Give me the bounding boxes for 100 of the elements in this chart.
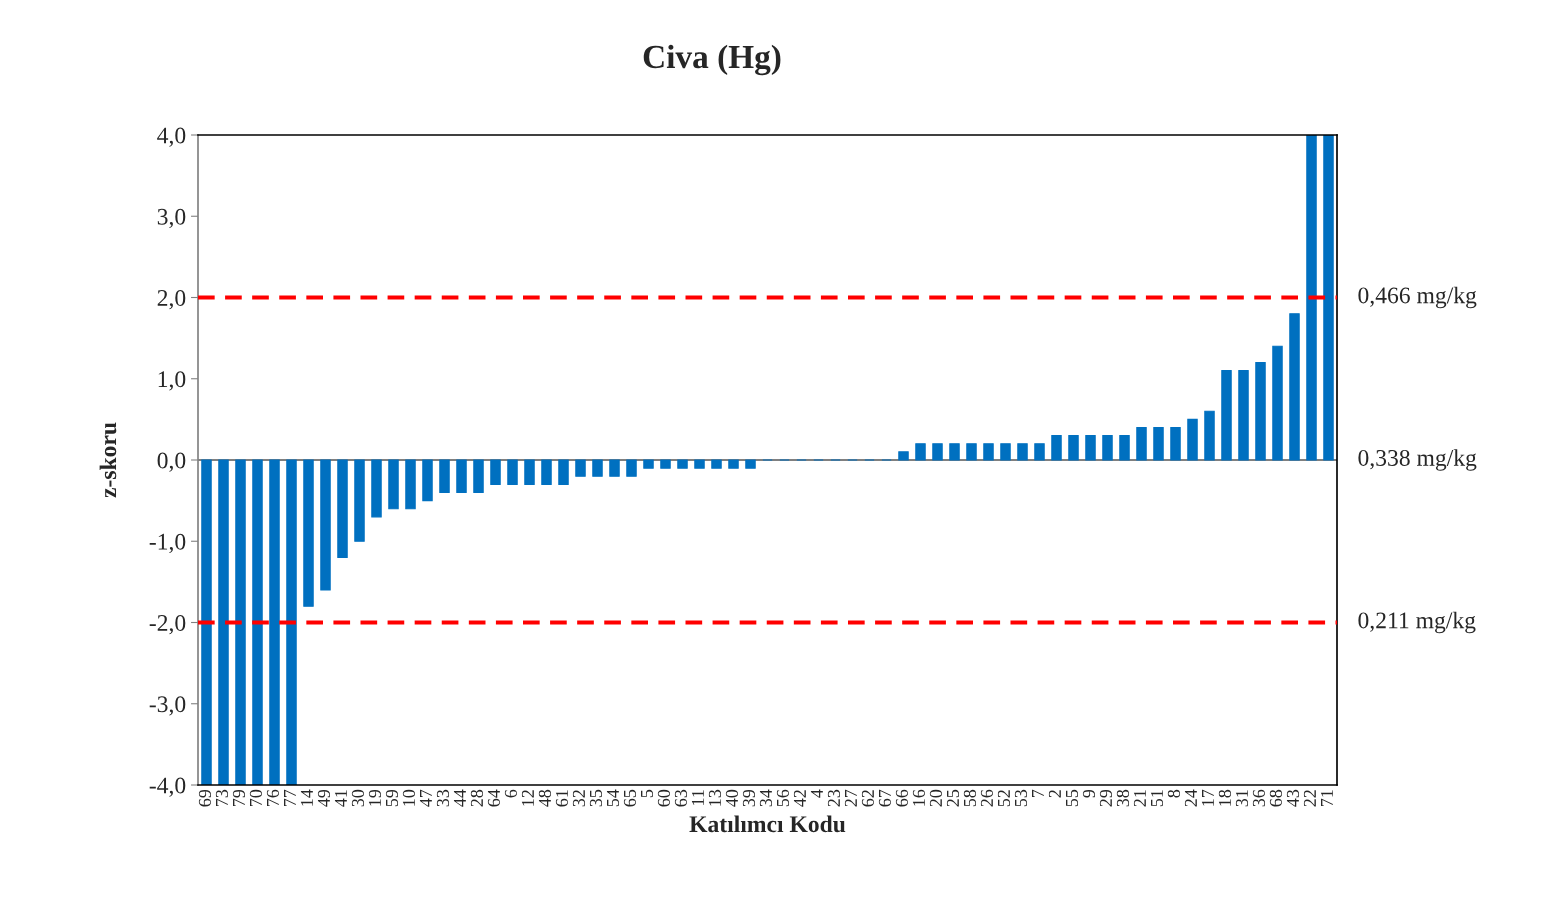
x-tick-label: 79 bbox=[232, 789, 246, 807]
bar bbox=[966, 443, 977, 461]
x-tick-label: 61 bbox=[555, 790, 569, 807]
x-tick-label: 6 bbox=[504, 789, 518, 798]
x-tick-label: 77 bbox=[284, 789, 296, 807]
x-tick-label: 49 bbox=[317, 789, 331, 807]
x-tick-label: 41 bbox=[334, 790, 347, 807]
bar bbox=[626, 459, 637, 477]
y-tick-label: -4,0 bbox=[149, 777, 186, 797]
bar bbox=[1136, 426, 1147, 461]
x-tick-label: 27 bbox=[844, 789, 857, 807]
x-tick-label: 13 bbox=[708, 789, 722, 806]
x-tick-label: 66 bbox=[895, 789, 909, 807]
bar bbox=[694, 459, 705, 469]
bar bbox=[1221, 370, 1232, 461]
x-tick-label: 21 bbox=[1133, 790, 1146, 807]
y-tick-label: 4,0 bbox=[157, 127, 186, 147]
y-axis-title: z-skoru bbox=[99, 422, 117, 498]
bar bbox=[507, 459, 518, 485]
x-tick-label: 7 bbox=[1032, 789, 1044, 797]
x-tick-label: 33 bbox=[436, 789, 450, 807]
x-tick-label: 69 bbox=[198, 789, 212, 807]
bar bbox=[1272, 345, 1283, 461]
x-tick-label: 60 bbox=[657, 789, 671, 807]
bar bbox=[1204, 410, 1215, 461]
x-axis-title: Katılımcı Kodu bbox=[689, 815, 846, 833]
bar bbox=[1085, 435, 1096, 461]
bar bbox=[949, 443, 960, 461]
x-tick-label: 38 bbox=[1116, 789, 1130, 807]
bar bbox=[711, 459, 722, 469]
x-tick-label: 23 bbox=[827, 789, 841, 807]
y-tick-label: -1,0 bbox=[149, 533, 186, 554]
x-tick-label: 28 bbox=[470, 789, 484, 807]
bar bbox=[218, 459, 229, 785]
bar bbox=[286, 459, 297, 785]
x-tick-label: 56 bbox=[776, 789, 790, 807]
y-tick-label: -3,0 bbox=[149, 696, 186, 716]
x-tick-label: 53 bbox=[1014, 789, 1028, 807]
x-tick-label: 5 bbox=[641, 789, 654, 798]
bar bbox=[558, 459, 569, 485]
x-tick-label: 20 bbox=[929, 789, 943, 807]
x-tick-label: 59 bbox=[385, 789, 399, 807]
bar bbox=[456, 459, 467, 494]
x-tick-label: 71 bbox=[1320, 790, 1333, 807]
x-tick-label: 63 bbox=[674, 789, 688, 807]
x-tick-label: 43 bbox=[1286, 789, 1300, 807]
bar bbox=[728, 459, 739, 469]
bar bbox=[371, 459, 382, 518]
bar bbox=[592, 459, 603, 477]
bar bbox=[677, 459, 688, 469]
bar bbox=[473, 459, 484, 494]
bar bbox=[337, 459, 348, 559]
x-tick-label: 55 bbox=[1066, 789, 1079, 807]
bar bbox=[1119, 435, 1130, 461]
ref-line-label: 0,211 mg/kg bbox=[1358, 611, 1476, 634]
x-tick-label: 10 bbox=[402, 789, 416, 806]
bar bbox=[1306, 135, 1317, 461]
x-tick-label: 9 bbox=[1082, 789, 1096, 798]
x-tick-label: 32 bbox=[572, 790, 586, 807]
x-tick-label: 22 bbox=[1303, 790, 1316, 807]
x-tick-label: 39 bbox=[742, 789, 756, 807]
x-tick-label: 76 bbox=[266, 789, 280, 807]
bar bbox=[1000, 443, 1011, 461]
x-tick-label: 42 bbox=[793, 790, 806, 807]
x-tick-label: 52 bbox=[997, 790, 1011, 807]
y-tick-label: 0,0 bbox=[157, 452, 186, 472]
bar bbox=[643, 459, 654, 469]
bar bbox=[932, 443, 943, 461]
bar bbox=[1102, 435, 1113, 461]
bar bbox=[609, 459, 620, 477]
x-tick-label: 73 bbox=[215, 789, 229, 807]
x-tick-label: 24 bbox=[1184, 789, 1197, 807]
bar bbox=[1289, 313, 1300, 461]
bar bbox=[405, 459, 416, 510]
x-tick-label: 36 bbox=[1252, 789, 1266, 807]
bar bbox=[1017, 443, 1028, 461]
bar bbox=[660, 459, 671, 469]
bar bbox=[252, 459, 263, 785]
x-tick-label: 67 bbox=[878, 789, 892, 807]
bar bbox=[1170, 426, 1181, 461]
x-tick-label: 47 bbox=[419, 789, 432, 807]
x-tick-label: 11 bbox=[691, 790, 704, 805]
x-tick-label: 44 bbox=[453, 789, 466, 807]
bar bbox=[422, 459, 433, 502]
x-tick-label: 4 bbox=[810, 789, 823, 798]
x-tick-label: 40 bbox=[725, 789, 739, 807]
x-tick-label: 34 bbox=[759, 789, 773, 807]
bar bbox=[1068, 435, 1079, 461]
x-tick-label: 62 bbox=[861, 790, 875, 807]
bar bbox=[1153, 426, 1164, 461]
bar bbox=[388, 459, 399, 510]
bar bbox=[490, 459, 501, 485]
bar bbox=[915, 443, 926, 461]
x-tick-label: 29 bbox=[1099, 789, 1113, 807]
bar bbox=[303, 459, 314, 607]
ref-line-label: 0,338 mg/kg bbox=[1358, 449, 1477, 471]
x-tick-label: 48 bbox=[538, 789, 552, 807]
x-tick-label: 68 bbox=[1269, 789, 1283, 807]
y-tick-label: 2,0 bbox=[157, 289, 186, 310]
bar bbox=[1051, 435, 1062, 461]
